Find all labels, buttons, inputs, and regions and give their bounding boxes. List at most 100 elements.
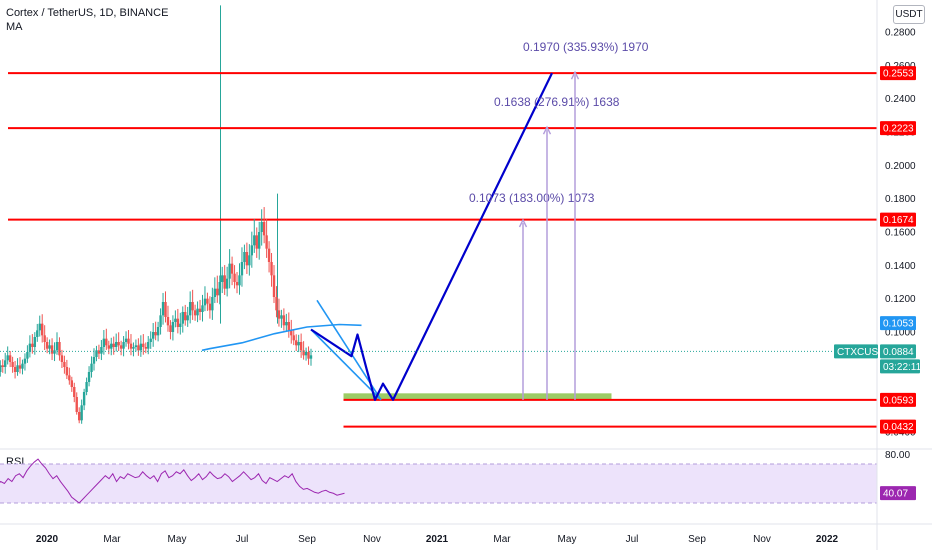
- candle-body: [149, 338, 152, 342]
- x-tick-label: 2021: [426, 534, 449, 545]
- candle-body: [127, 338, 130, 344]
- candle-body: [255, 235, 258, 249]
- candle-body: [36, 330, 39, 337]
- candle-body: [134, 345, 138, 347]
- chart-legend: Cortex / TetherUS, 1D, BINANCE MA: [6, 6, 168, 34]
- candle-body: [144, 347, 147, 349]
- candle-body: [21, 363, 24, 369]
- candle-body: [275, 297, 278, 311]
- candle-body: [26, 352, 29, 359]
- candle-body: [235, 282, 239, 286]
- candle-body: [238, 275, 241, 286]
- candle-body: [188, 302, 192, 316]
- candle-body: [203, 298, 207, 306]
- candle-body: [179, 323, 182, 327]
- ma-value-badge: 0.1053: [883, 319, 914, 330]
- rsi-band: [0, 464, 877, 503]
- ma-value-badge-bg: [880, 316, 916, 331]
- candle-body: [201, 305, 204, 312]
- rsi-tick-label: 80.00: [885, 450, 910, 461]
- current-price-badge-bg: [880, 344, 916, 359]
- candle-body: [117, 342, 120, 346]
- candle-body: [211, 297, 214, 311]
- candle-body: [13, 367, 17, 372]
- candle-body: [272, 275, 276, 297]
- candle-body: [23, 358, 27, 364]
- candle-body: [267, 248, 271, 262]
- candle-body: [302, 350, 305, 356]
- candle-body: [191, 302, 194, 311]
- candle-body: [31, 343, 34, 347]
- candle-body: [164, 302, 167, 317]
- target-arrow-head: [542, 125, 552, 135]
- candle-body: [307, 352, 310, 359]
- candle-body: [100, 347, 103, 354]
- candle-body: [75, 397, 78, 412]
- candle-body: [159, 315, 162, 327]
- candle-body: [48, 345, 51, 349]
- y-tick-label: 0.1200: [885, 294, 916, 305]
- candle-body: [107, 345, 110, 349]
- candle-body: [11, 362, 14, 367]
- candle-body: [50, 345, 54, 354]
- x-tick-label: Sep: [298, 534, 316, 545]
- candle-body: [68, 375, 71, 381]
- candle-body: [95, 350, 98, 357]
- countdown-badge: 03:22:11: [883, 362, 922, 373]
- ma-indicator-label[interactable]: MA: [6, 21, 23, 33]
- candle-body: [124, 338, 128, 342]
- rsi-value-badge: 40.07: [883, 489, 908, 500]
- target-label: 0.1638 (276.91%) 1638: [494, 95, 620, 109]
- candle-body: [280, 315, 283, 319]
- x-tick-label: May: [558, 534, 577, 545]
- candle-body: [6, 355, 9, 361]
- candle-body: [213, 288, 217, 297]
- candle-body: [248, 255, 251, 266]
- candle-body: [58, 342, 61, 356]
- candle-body: [260, 222, 263, 232]
- candle-body: [297, 342, 300, 346]
- candle-body: [287, 322, 291, 331]
- symbol-title[interactable]: Cortex / TetherUS, 1D, BINANCE: [6, 7, 169, 19]
- candle-body: [60, 355, 64, 362]
- candle-body: [171, 322, 175, 332]
- candle-body: [218, 282, 221, 296]
- y-tick-label: 0.2400: [885, 94, 916, 105]
- candle-body: [156, 327, 160, 336]
- x-tick-label: 2020: [36, 534, 59, 545]
- y-tick-label: 0.1800: [885, 194, 916, 205]
- candle-body: [114, 342, 118, 347]
- level-badge: 0.1674: [883, 215, 914, 226]
- candle-body: [245, 252, 249, 266]
- wedge-lower-line: [310, 328, 382, 401]
- currency-button[interactable]: USDT: [893, 5, 925, 24]
- candle-body: [186, 315, 189, 321]
- candle-body: [285, 322, 288, 326]
- candle-body: [169, 325, 172, 332]
- candle-body: [85, 382, 88, 392]
- candle-body: [139, 343, 143, 351]
- rsi-value-badge-bg: [880, 486, 916, 501]
- candle-body: [309, 355, 313, 359]
- candle-body: [198, 308, 202, 312]
- candle-body: [225, 278, 229, 289]
- candle-body: [184, 312, 187, 321]
- candle-body: [216, 288, 219, 296]
- candle-body: [193, 310, 197, 316]
- candle-body: [0, 365, 2, 372]
- candle-body: [80, 405, 83, 421]
- target-label: 0.1073 (183.00%) 1073: [469, 191, 595, 205]
- candle-body: [70, 380, 73, 387]
- candle-body: [292, 335, 295, 341]
- candle-body: [166, 317, 170, 326]
- level-badge-bg: [880, 392, 916, 407]
- candle-body: [129, 343, 133, 349]
- target-label: 0.1970 (335.93%) 1970: [523, 40, 649, 54]
- candle-body: [304, 352, 308, 356]
- level-badge: 0.0593: [883, 395, 914, 406]
- target-arrow-head: [570, 70, 580, 80]
- candle-body: [132, 347, 135, 349]
- support-zone: [343, 393, 612, 400]
- candle-body: [151, 332, 155, 339]
